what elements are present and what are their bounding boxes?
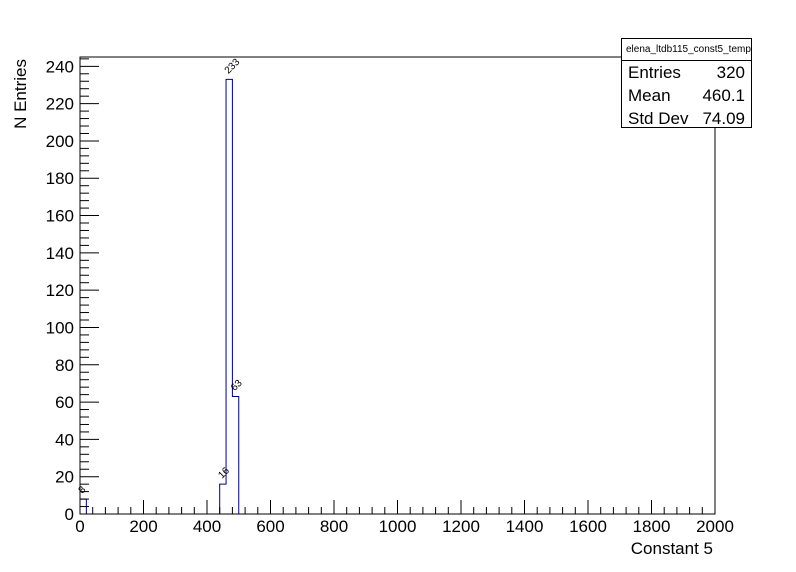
histogram-bar <box>232 396 238 514</box>
y-tick-label: 40 <box>55 430 74 449</box>
x-tick-label: 800 <box>320 517 348 536</box>
x-tick-label: 1000 <box>379 517 417 536</box>
y-tick-label: 80 <box>55 356 74 375</box>
x-tick-label: 1800 <box>633 517 671 536</box>
y-tick-label: 160 <box>46 207 74 226</box>
stats-stddev-label: Std Dev <box>628 109 689 128</box>
x-tick-label: 400 <box>193 517 221 536</box>
histogram-outline <box>79 78 240 514</box>
x-tick-label: 1200 <box>442 517 480 536</box>
y-tick-label: 0 <box>65 505 74 524</box>
x-tick-label: 1400 <box>506 517 544 536</box>
stats-mean-label: Mean <box>628 86 671 105</box>
bar-value-label: 8 <box>77 484 89 496</box>
stats-stddev-value: 74.09 <box>702 109 745 128</box>
y-tick-label: 220 <box>46 95 74 114</box>
y-tick-label: 120 <box>46 281 74 300</box>
histogram-bar <box>226 79 232 514</box>
stats-mean-value: 460.1 <box>702 86 745 105</box>
x-tick-label: 1600 <box>569 517 607 536</box>
stats-entries-label: Entries <box>628 63 681 82</box>
x-tick-label: 600 <box>256 517 284 536</box>
stats-row-mean: Mean 460.1 <box>622 84 751 107</box>
stats-row-stddev: Std Dev 74.09 <box>622 107 751 130</box>
y-tick-label: 180 <box>46 169 74 188</box>
x-tick-label: 0 <box>75 517 84 536</box>
y-tick-label: 100 <box>46 318 74 337</box>
y-tick-label: 60 <box>55 393 74 412</box>
y-tick-label: 20 <box>55 468 74 487</box>
x-tick-label: 200 <box>129 517 157 536</box>
y-tick-label: 200 <box>46 132 74 151</box>
y-tick-label: 140 <box>46 244 74 263</box>
y-axis-title: N Entries <box>11 59 30 129</box>
stats-title: elena_ltdb115_const5_temp <box>622 39 751 61</box>
stats-box: elena_ltdb115_const5_temp Entries 320 Me… <box>621 38 752 128</box>
plot-frame <box>79 56 716 515</box>
x-axis-title: Constant 5 <box>631 539 713 558</box>
x-tick-label: 2000 <box>696 517 734 536</box>
bar-value-label: 233 <box>223 56 243 76</box>
y-tick-label: 240 <box>46 57 74 76</box>
stats-entries-value: 320 <box>716 63 745 82</box>
stats-row-entries: Entries 320 <box>622 61 751 84</box>
histogram-bar <box>220 484 226 514</box>
